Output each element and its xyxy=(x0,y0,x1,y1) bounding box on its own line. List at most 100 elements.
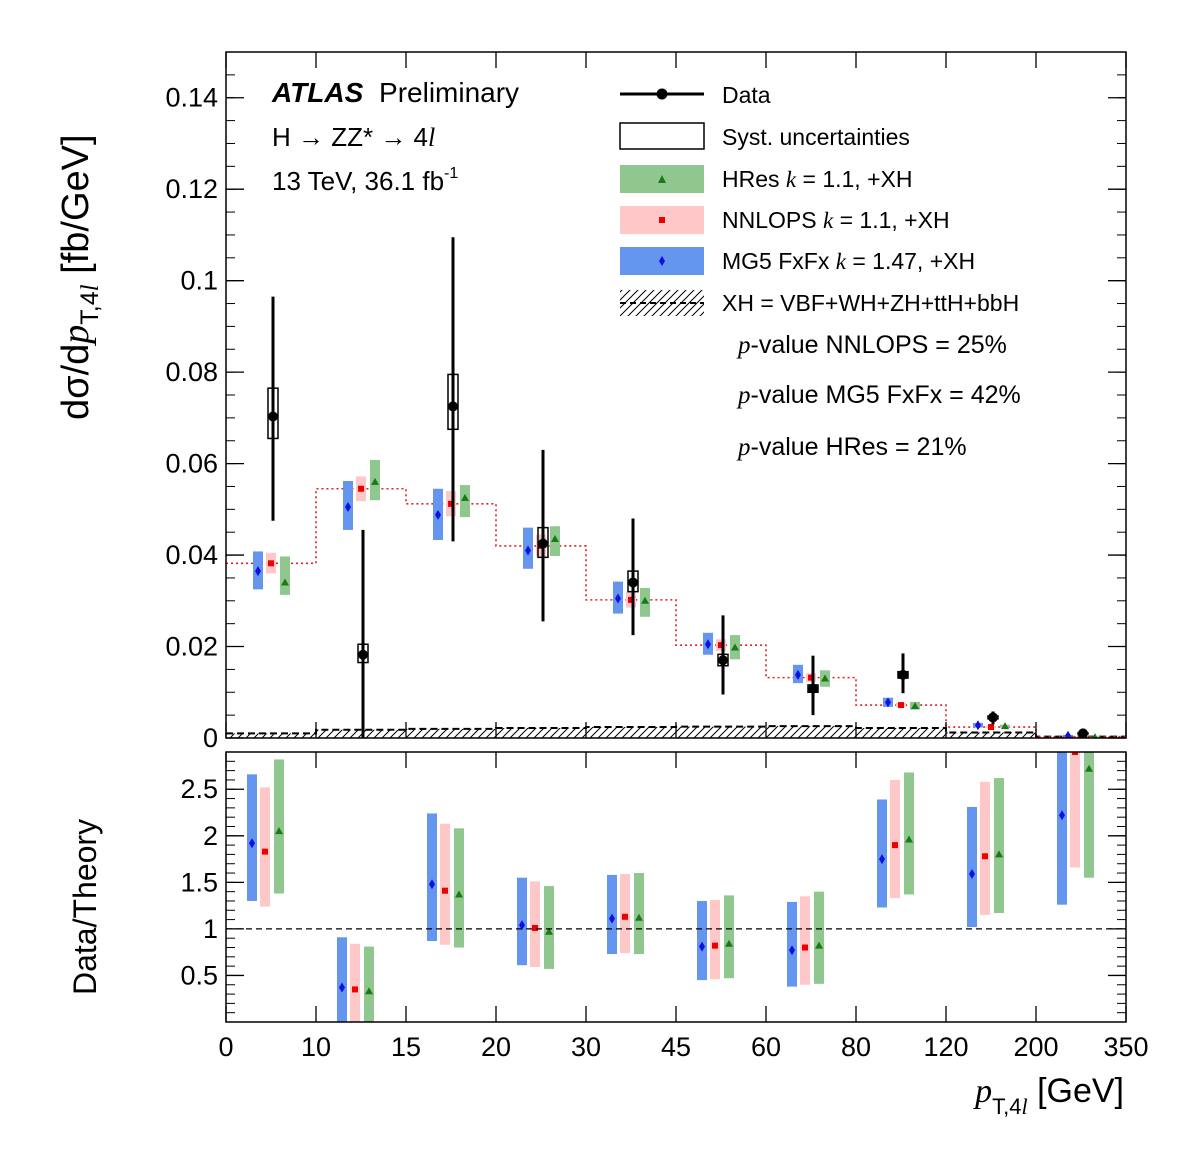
nnlops-marker-bin-5 xyxy=(718,642,724,649)
hres-ratio-marker-bin-0 xyxy=(275,827,283,835)
hres-marker-bin-0 xyxy=(281,578,289,586)
mg5-marker-bin-9 xyxy=(1065,730,1071,738)
pvalue-hres: p-value HRes = 21% xyxy=(736,433,967,461)
mg5-ratio-marker-bin-4 xyxy=(609,913,615,924)
data-point-bin-5 xyxy=(718,655,728,666)
ratio-y-tick-label: 2 xyxy=(203,821,218,851)
pvalues: p-value NNLOPS = 25% p-value MG5 FxFx = … xyxy=(736,331,1021,461)
mg5-marker-bin-6 xyxy=(795,669,801,680)
nnlops-step-line xyxy=(226,487,1126,738)
mg5-marker-bin-0 xyxy=(255,566,261,577)
legend-item-nnlops: NNLOPS k = 1.1, +XH xyxy=(620,206,950,234)
legend-label-nnlops: NNLOPS k = 1.1, +XH xyxy=(722,207,950,233)
mg5-marker-bin-8 xyxy=(975,720,981,731)
hres-ratio-band-bin-2 xyxy=(454,828,464,948)
nnlops-ratio-band-bin-6 xyxy=(800,896,810,985)
x-tick-label: 45 xyxy=(661,1032,691,1062)
hres-marker-bin-8 xyxy=(1001,722,1009,730)
data-point-bin-9 xyxy=(1078,728,1088,738)
ratio-y-tick-label: 1.5 xyxy=(180,867,218,897)
hres-ratio-band-bin-5 xyxy=(724,895,734,979)
mg5-ratio-band-bin-2 xyxy=(427,813,437,941)
nnlops-ratio-band-bin-3 xyxy=(530,881,540,968)
mg5-ratio-band-bin-6 xyxy=(787,901,797,987)
data-point-bin-7 xyxy=(898,669,908,680)
hres-band-bin-2 xyxy=(460,485,470,518)
atlas-status: Preliminary xyxy=(379,77,519,108)
nnlops-ratio-marker-bin-4 xyxy=(622,913,628,920)
mg5-marker-bin-4 xyxy=(615,593,621,604)
data-point-bin-2 xyxy=(448,401,458,412)
x-tick-label: 30 xyxy=(571,1032,601,1062)
mg5-marker-bin-7 xyxy=(885,697,891,708)
hres-ratio-marker-bin-2 xyxy=(455,890,463,898)
ratio-y-tick-label: 1 xyxy=(203,914,218,944)
mg5-marker-bin-2 xyxy=(435,509,441,520)
x-tick-label: 120 xyxy=(923,1032,968,1062)
hres-ratio-band-bin-1 xyxy=(364,946,374,1022)
x-tick-label: 200 xyxy=(1013,1032,1058,1062)
x-axis-title: pT,4l [GeV] xyxy=(973,1072,1124,1119)
hres-ratio-marker-bin-9 xyxy=(1085,764,1093,772)
hres-marker-bin-5 xyxy=(731,643,739,651)
hres-ratio-marker-bin-5 xyxy=(725,939,733,947)
data-syst-box-bin-2 xyxy=(447,373,459,431)
legend-item-xh: XH = VBF+WH+ZH+ttH+bbH xyxy=(620,290,1019,316)
pvalue-nnlops: p-value NNLOPS = 25% xyxy=(736,331,1007,359)
hres-ratio-band-bin-0 xyxy=(274,759,284,894)
hres-ratio-marker-bin-7 xyxy=(905,835,913,843)
mg5-ratio-marker-bin-0 xyxy=(249,838,255,849)
mg5-ratio-marker-bin-6 xyxy=(789,945,795,956)
hres-marker-bin-6 xyxy=(821,674,829,682)
axes: 0 0.02 0.04 0.06 0.08 0.1 0.12 0.14 0.5 1 1.5 2 2.5 0… xyxy=(165,51,1149,1062)
legend: Data Syst. uncertainties HRes k = 1.1, +… xyxy=(619,82,1019,316)
nnlops-ratio-band-bin-0 xyxy=(260,787,270,907)
mg5-ratio-band-bin-1 xyxy=(337,937,347,1022)
top-y-tick-label: 0 xyxy=(203,723,218,753)
legend-label-xh: XH = VBF+WH+ZH+ttH+bbH xyxy=(722,290,1019,316)
mg5-marker-bin-5 xyxy=(705,639,711,650)
nnlops-ratio-band-bin-4 xyxy=(620,873,630,954)
bottom-y-axis-title: Data/Theory xyxy=(67,819,103,995)
x-tick-label: 10 xyxy=(301,1032,331,1062)
legend-item-data: Data xyxy=(620,82,771,108)
top-y-tick-label: 0.08 xyxy=(165,357,218,387)
data-syst-box-bin-4 xyxy=(627,570,639,593)
mg5-ratio-marker-bin-8 xyxy=(969,868,975,879)
data-syst-box-bin-0 xyxy=(267,387,279,440)
mg5-ratio-marker-bin-2 xyxy=(429,879,435,890)
hres-ratio-band-bin-6 xyxy=(814,891,824,984)
hres-ratio-marker-bin-1 xyxy=(365,987,373,995)
x-tick-label: 15 xyxy=(391,1032,421,1062)
x-tick-label: 60 xyxy=(751,1032,781,1062)
hres-ratio-marker-bin-8 xyxy=(995,850,1003,858)
mg5-ratio-marker-bin-7 xyxy=(879,854,885,865)
data-point-bin-3 xyxy=(538,538,548,549)
hres-marker-bin-9 xyxy=(1092,733,1098,738)
nnlops-marker-bin-7 xyxy=(898,702,904,709)
nnlops-ratio-band-bin-9 xyxy=(1070,752,1080,868)
x-tick-label: 350 xyxy=(1103,1032,1148,1062)
data-point-bin-6 xyxy=(808,683,818,694)
atlas-experiment: ATLAS xyxy=(271,77,364,108)
data-syst-box-bin-5 xyxy=(717,653,729,667)
pvalue-mg5: p-value MG5 FxFx = 42% xyxy=(736,381,1021,409)
hres-marker-bin-4 xyxy=(641,596,649,604)
legend-item-mg5: MG5 FxFx k = 1.47, +XH xyxy=(620,247,975,275)
legend-label-mg5: MG5 FxFx k = 1.47, +XH xyxy=(722,248,975,274)
top-y-tick-label: 0.12 xyxy=(165,174,218,204)
atlas-label: ATLAS Preliminary xyxy=(271,77,519,108)
nnlops-ratio-marker-bin-6 xyxy=(802,944,808,951)
hres-marker-bin-1 xyxy=(371,477,379,485)
ratio-panel xyxy=(226,752,1126,1022)
nnlops-marker-bin-0 xyxy=(268,560,274,567)
nnlops-ratio-band-bin-5 xyxy=(710,900,720,980)
nnlops-ratio-marker-bin-2 xyxy=(442,887,448,894)
nnlops-marker-bin-8 xyxy=(988,724,994,731)
mg5-ratio-marker-bin-3 xyxy=(519,920,525,931)
data-syst-box-bin-3 xyxy=(537,526,549,559)
nnlops-ratio-band-bin-7 xyxy=(890,779,900,899)
hres-ratio-band-bin-3 xyxy=(544,886,554,969)
nnlops-ratio-band-bin-2 xyxy=(440,823,450,945)
